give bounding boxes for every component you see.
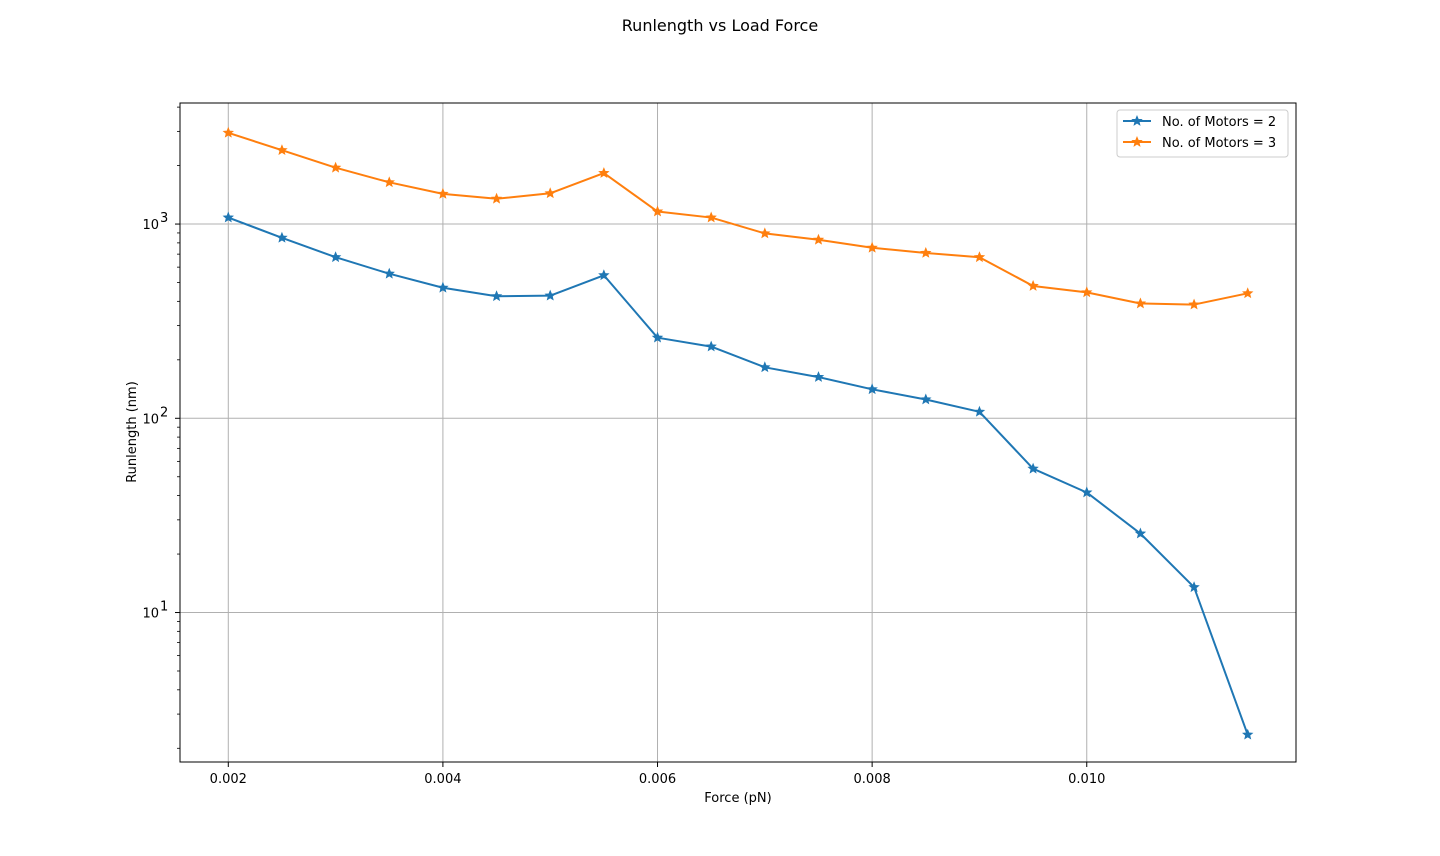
data-point bbox=[812, 371, 825, 382]
data-point bbox=[598, 167, 610, 178]
data-point bbox=[1188, 298, 1200, 310]
data-point bbox=[544, 289, 556, 301]
legend-label: No. of Motors = 2 bbox=[1162, 115, 1276, 130]
data-point bbox=[222, 126, 234, 138]
data-point bbox=[812, 233, 825, 245]
data-point bbox=[651, 331, 664, 343]
x-tick-label: 0.004 bbox=[424, 772, 461, 787]
legend-marker bbox=[1131, 135, 1143, 147]
data-point bbox=[329, 161, 342, 173]
data-point bbox=[866, 383, 878, 395]
data-point bbox=[705, 340, 717, 352]
series-line bbox=[227, 131, 1248, 306]
y-axis-label: Runlength (nm) bbox=[125, 381, 140, 483]
data-point bbox=[1188, 581, 1200, 593]
x-tick-label: 0.008 bbox=[854, 772, 891, 787]
legend-marker bbox=[1131, 114, 1143, 126]
series-2 bbox=[222, 126, 1254, 310]
data-point bbox=[276, 144, 288, 156]
x-axis: 0.002 0.004 0.006 0.008 0.010 bbox=[210, 762, 1105, 787]
series-1 bbox=[222, 211, 1254, 740]
data-point bbox=[759, 361, 771, 373]
x-tick-label: 0.006 bbox=[639, 772, 676, 787]
data-point bbox=[920, 246, 932, 258]
data-point bbox=[490, 192, 503, 204]
legend-entry: No. of Motors = 3 bbox=[1123, 135, 1276, 151]
data-point bbox=[276, 231, 288, 243]
series-layer bbox=[222, 126, 1254, 740]
y-tick-label: 10 bbox=[142, 412, 159, 427]
data-point bbox=[1242, 287, 1254, 299]
legend: No. of Motors = 2 No. of Motors = 3 bbox=[1116, 109, 1289, 158]
data-point bbox=[329, 251, 342, 263]
data-point bbox=[973, 405, 986, 417]
data-point bbox=[759, 227, 771, 239]
data-point bbox=[1134, 527, 1147, 539]
series-line bbox=[227, 216, 1249, 736]
x-tick-label: 0.002 bbox=[210, 772, 247, 787]
plot-area bbox=[179, 102, 1297, 763]
data-point bbox=[1242, 728, 1254, 740]
gridlines bbox=[180, 103, 1296, 762]
chart-title: Runlength vs Load Force bbox=[622, 16, 818, 35]
legend-box bbox=[1116, 109, 1289, 158]
data-point bbox=[1027, 462, 1039, 474]
y-tick-exponent: 2 bbox=[160, 405, 168, 420]
data-point bbox=[1081, 286, 1093, 298]
data-point bbox=[973, 251, 986, 263]
data-point bbox=[383, 176, 395, 188]
data-point bbox=[222, 211, 234, 223]
y-tick-exponent: 3 bbox=[160, 211, 168, 226]
y-tick-label: 10 bbox=[142, 218, 159, 233]
data-point bbox=[1027, 279, 1039, 291]
y-tick-label: 10 bbox=[142, 607, 159, 622]
data-point bbox=[437, 281, 449, 293]
data-point bbox=[705, 211, 717, 223]
y-tick-exponent: 1 bbox=[160, 600, 168, 615]
data-point bbox=[1134, 297, 1147, 309]
x-tick-label: 0.010 bbox=[1068, 772, 1105, 787]
data-point bbox=[383, 267, 395, 279]
data-point bbox=[490, 290, 503, 302]
data-point bbox=[1081, 486, 1093, 498]
data-point bbox=[437, 187, 449, 199]
data-point bbox=[651, 205, 664, 217]
data-point bbox=[598, 269, 610, 281]
legend-items: No. of Motors = 2 No. of Motors = 3 bbox=[1123, 114, 1276, 151]
data-point bbox=[920, 393, 932, 405]
x-axis-label: Force (pN) bbox=[704, 791, 771, 806]
legend-entry: No. of Motors = 2 bbox=[1123, 114, 1276, 130]
legend-label: No. of Motors = 3 bbox=[1162, 136, 1276, 151]
data-point bbox=[866, 241, 878, 253]
data-point bbox=[544, 187, 556, 199]
